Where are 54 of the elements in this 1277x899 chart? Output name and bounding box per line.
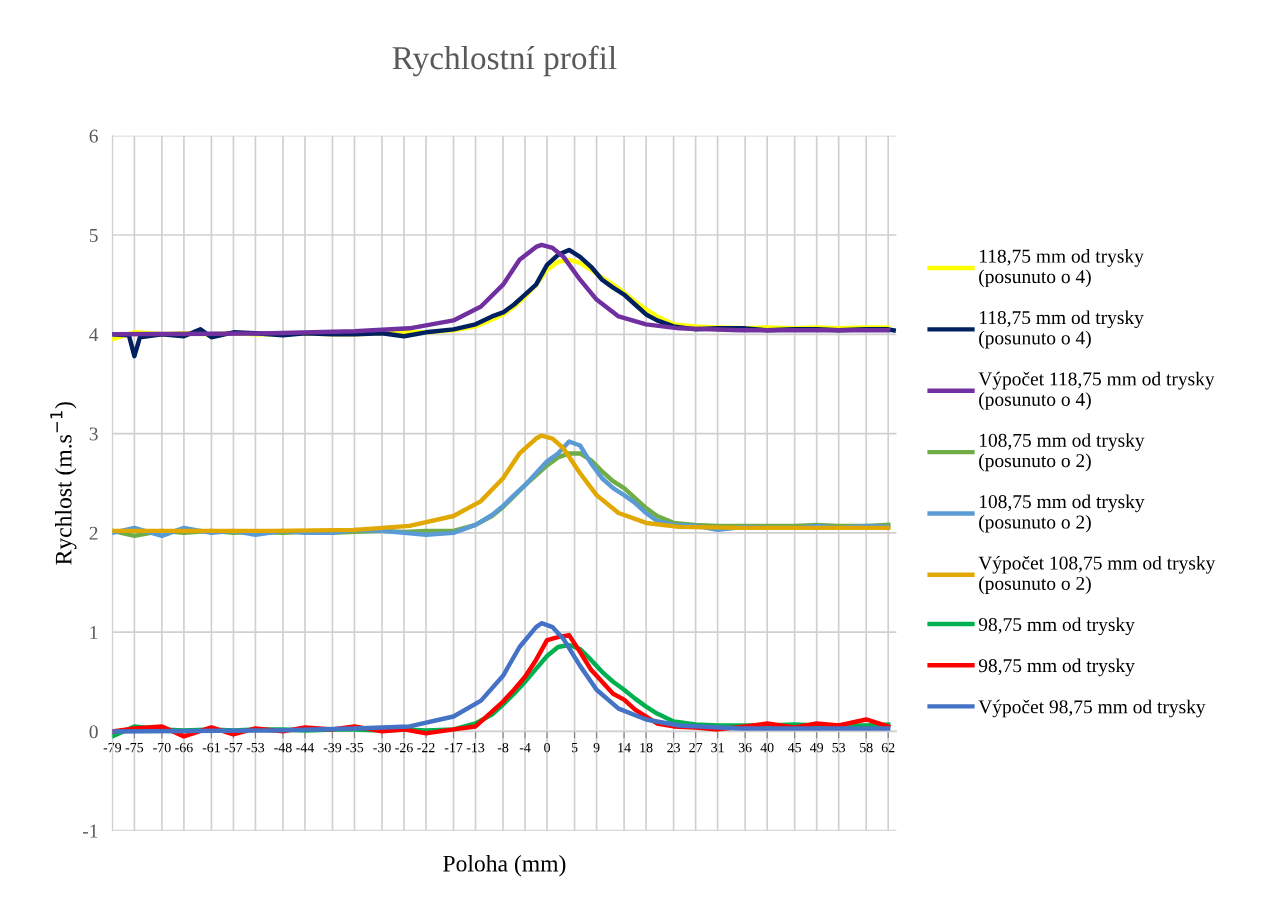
legend-label: Výpočet 118,75 mm od trysky (posunuto o 4) bbox=[978, 371, 1215, 410]
legend-label: 108,75 mm od trysky (posunuto o 2) bbox=[979, 433, 1145, 472]
x-tick-label: 45 bbox=[787, 743, 802, 753]
legend-label: 98,75 mm od trysky bbox=[978, 617, 1135, 636]
x-tick-label: -8 bbox=[497, 742, 509, 753]
legend-label: 118,75 mm od trysky (posunuto o 4) bbox=[979, 249, 1144, 288]
x-tick-label: 49 bbox=[810, 742, 824, 753]
x-tick-label: -48 bbox=[274, 742, 292, 753]
line-series bbox=[112, 242, 891, 337]
x-tick-label: 5 bbox=[571, 743, 578, 753]
y-tick-label: -1 bbox=[83, 824, 98, 838]
y-tick-label: 6 bbox=[89, 129, 98, 143]
y-axis-title: Rychlost (m.s$^{−1}$) bbox=[50, 402, 77, 565]
x-tick-label: 31 bbox=[711, 742, 724, 753]
y-tick-label: 1 bbox=[90, 626, 98, 639]
x-tick-label: 36 bbox=[738, 742, 752, 753]
x-tick-label: -13 bbox=[466, 742, 485, 753]
x-tick-label: 9 bbox=[593, 742, 600, 753]
x-tick-label: 23 bbox=[667, 742, 681, 753]
x-tick-label: -57 bbox=[224, 743, 243, 753]
x-tick-label: -61 bbox=[202, 742, 220, 753]
x-tick-label: 0 bbox=[544, 742, 550, 753]
y-tick-label: 3 bbox=[89, 427, 98, 441]
x-tick-label: 18 bbox=[640, 742, 653, 753]
x-tick-label: 40 bbox=[760, 742, 774, 753]
x-tick-label: -35 bbox=[345, 742, 364, 753]
x-tick-label: 53 bbox=[832, 742, 846, 753]
x-tick-label: -44 bbox=[296, 743, 314, 753]
y-tick-label: 0 bbox=[89, 725, 98, 739]
x-tick-label: -79 bbox=[103, 742, 122, 753]
y-tick-label: 5 bbox=[89, 229, 98, 242]
legend-label: Výpočet 108,75 mm od trysky (posunuto o 2) bbox=[978, 555, 1216, 594]
x-tick-label: -22 bbox=[417, 742, 435, 753]
x-tick-label: -4 bbox=[519, 743, 531, 753]
x-tick-label: 27 bbox=[689, 742, 703, 753]
legend-label: Výpočet 98,75 mm od trysky bbox=[978, 699, 1206, 718]
x-tick-label: -70 bbox=[153, 742, 171, 753]
legend-label: 118,75 mm od trysky (posunuto o 4) bbox=[979, 310, 1144, 349]
x-tick-label: 14 bbox=[618, 742, 631, 753]
x-tick-label: -53 bbox=[246, 742, 265, 753]
x-tick-label: -17 bbox=[444, 742, 463, 753]
x-tick-label: -75 bbox=[125, 743, 144, 753]
legend-label: 108,75 mm od trysky (posunuto o 2) bbox=[979, 494, 1145, 533]
x-tick-label: 58 bbox=[860, 742, 873, 753]
y-tick-label: 4 bbox=[89, 328, 99, 342]
x-tick-label: 62 bbox=[881, 742, 895, 753]
x-tick-label: -30 bbox=[373, 742, 391, 753]
y-tick-label: 2 bbox=[89, 526, 98, 540]
x-axis-title: Poloha (mm) bbox=[443, 855, 566, 877]
chart-title: Rychlostní profil bbox=[392, 45, 617, 77]
x-tick-label: -66 bbox=[175, 742, 193, 753]
x-tick-label: -26 bbox=[395, 742, 413, 753]
x-tick-label: -39 bbox=[323, 742, 342, 753]
legend-label: 98,75 mm od trysky bbox=[978, 658, 1135, 677]
